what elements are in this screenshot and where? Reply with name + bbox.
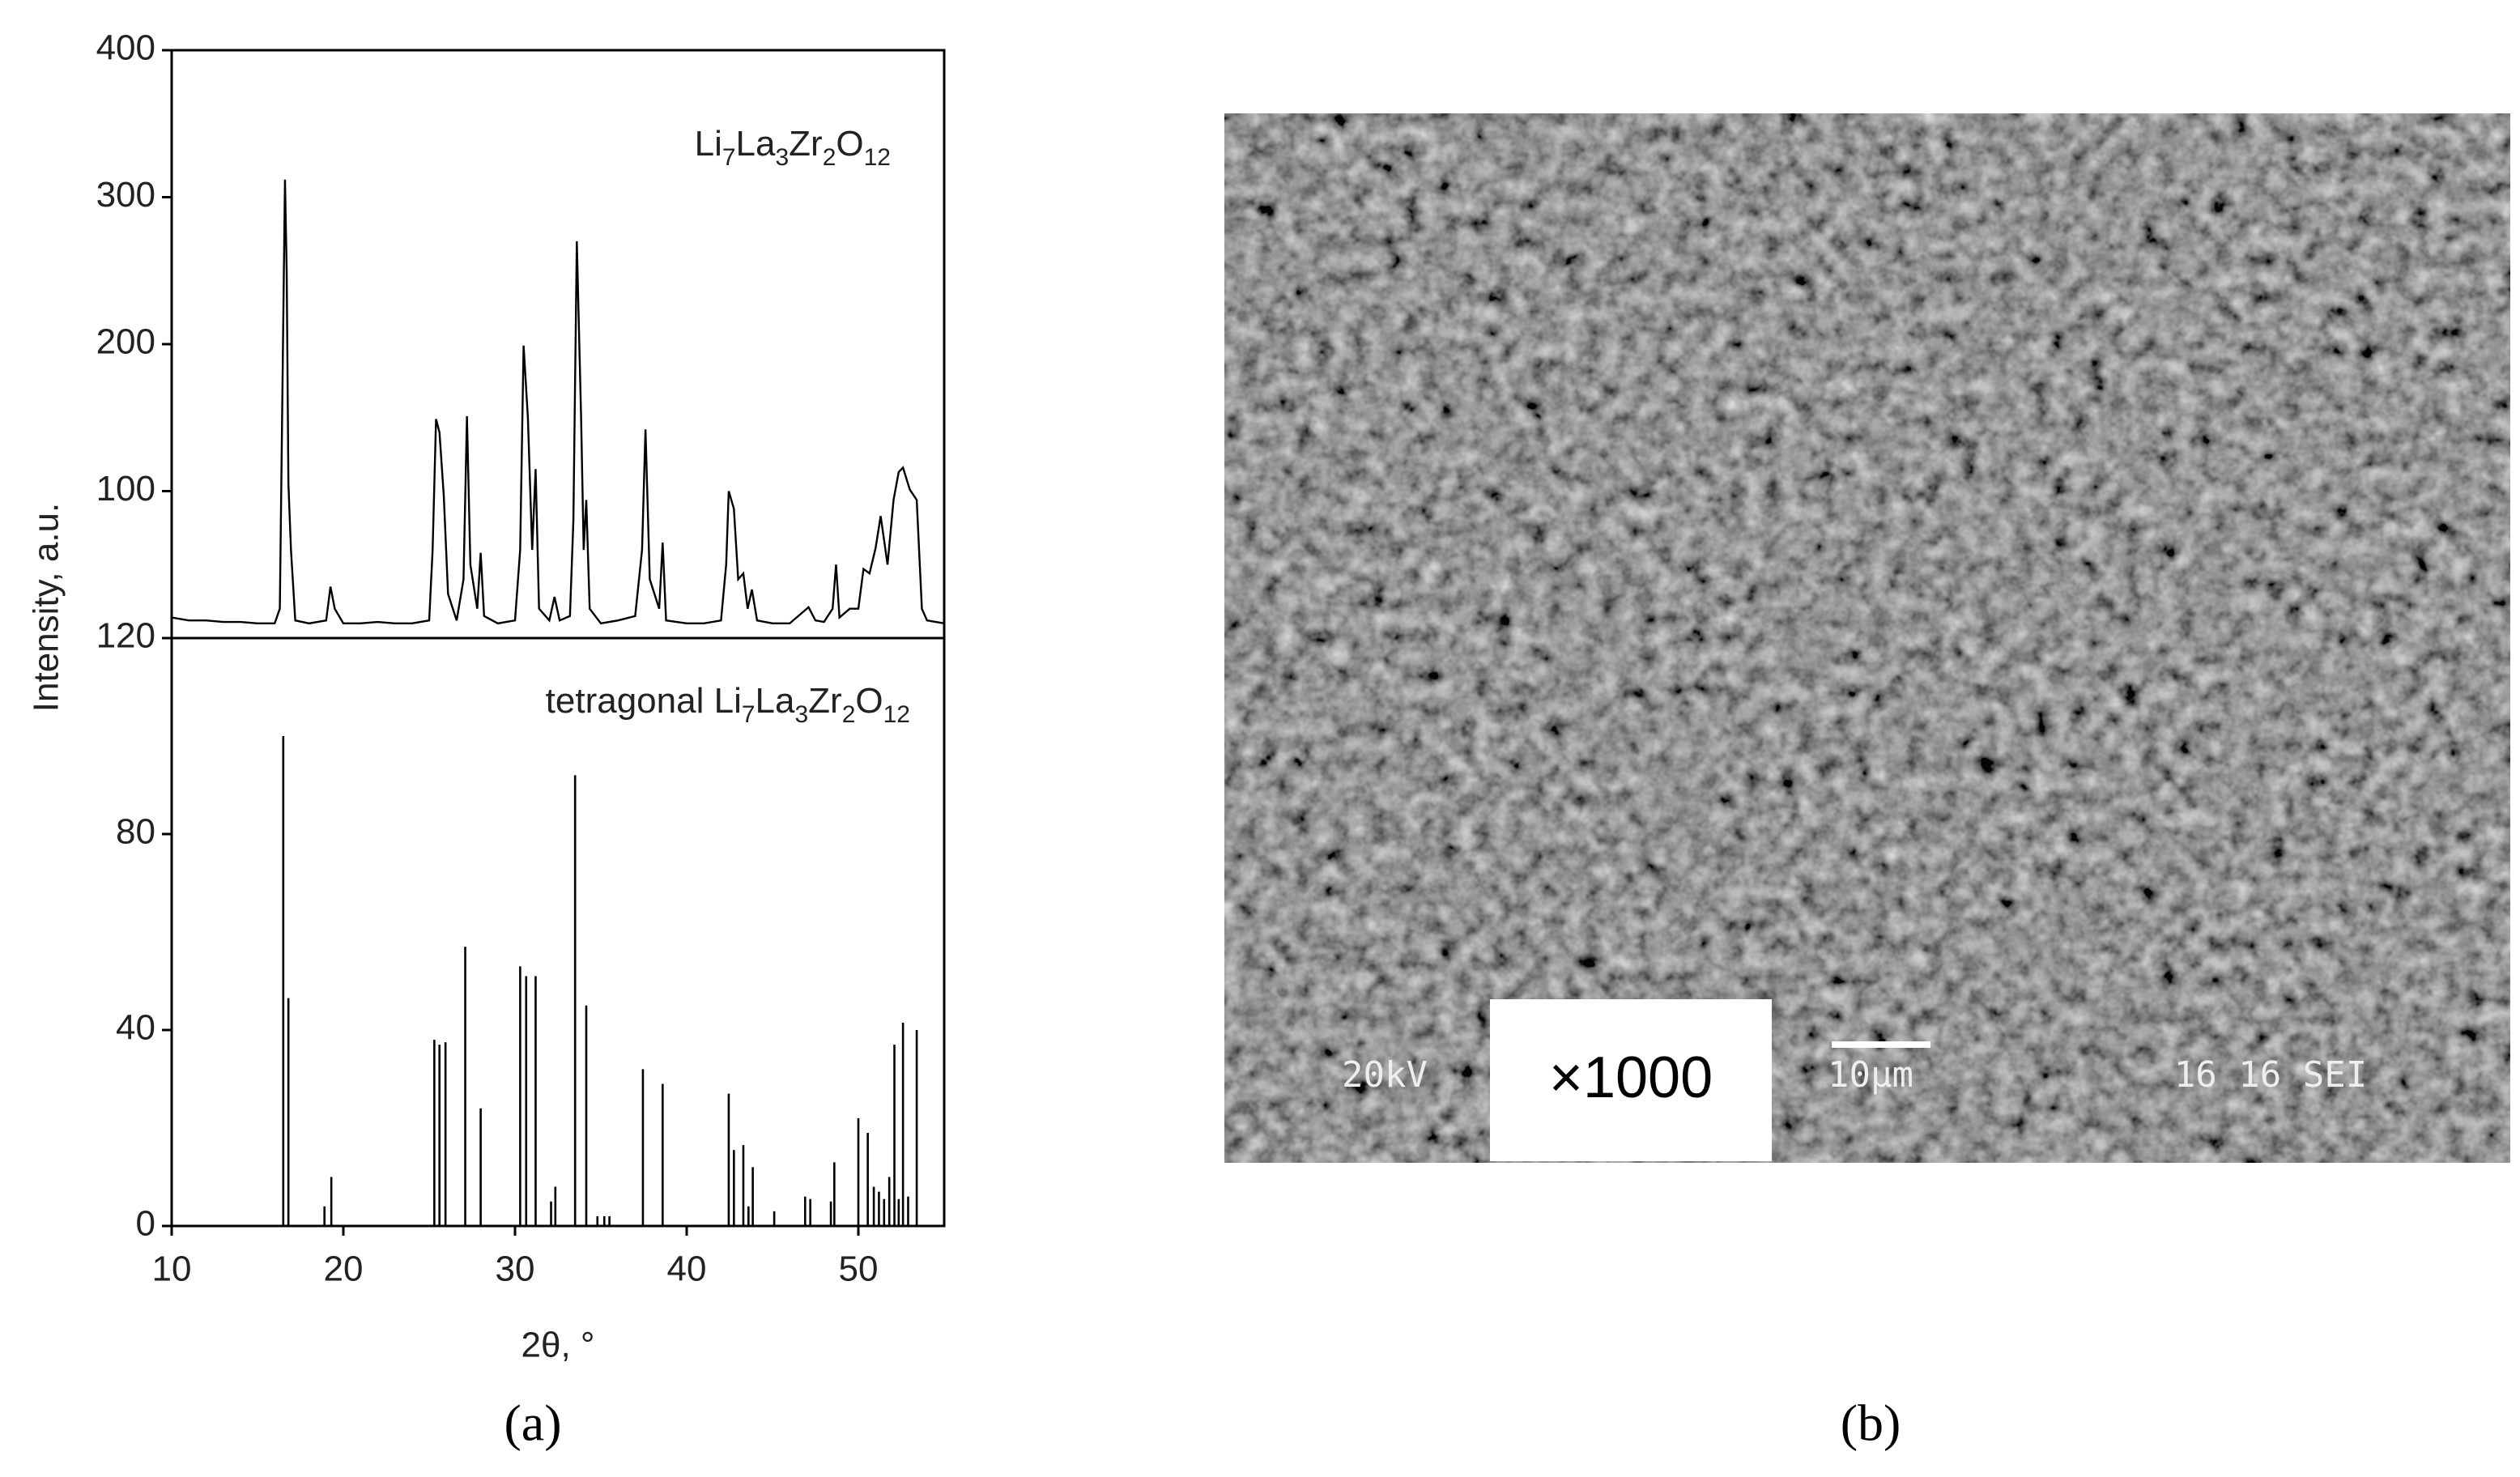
annotation: Li7La3Zr2O12 [695,124,891,172]
y-tick-label: 0 [136,1204,155,1244]
sem-texture [1224,113,2510,1163]
y-tick-label: 40 [116,1008,155,1048]
magnification-box [1490,999,1772,1161]
y-tick-label: 100 [96,469,155,509]
y-tick-label: 300 [96,175,155,215]
xrd-pattern [171,179,945,625]
sem-image: 20kV ×1000 10μm 16 16 SEI [1224,113,2510,1163]
x-tick-label: 50 [839,1249,879,1289]
y-tick-label: 200 [96,322,155,362]
x-tick-label: 30 [496,1249,535,1289]
x-tick-label: 40 [667,1249,707,1289]
x-tick-label: 20 [324,1249,364,1289]
y-tick-label: 120 [96,616,155,656]
y-tick-label: 80 [116,812,155,852]
sem-scale-label: 10μm [1828,1054,1913,1096]
sem-voltage: 20kV [1342,1054,1428,1096]
x-axis-label: 2θ, ° [521,1326,595,1365]
caption: (b) [1841,1394,1901,1452]
caption: (a) [504,1394,561,1452]
plot-frame [170,636,946,1228]
sem-magnification: ×1000 [1549,1045,1713,1110]
sem-info: 16 16 SEI [2174,1054,2367,1096]
x-tick-label: 10 [152,1249,192,1289]
y-axis-label: Intensity, a.u. [27,503,66,712]
annotation: tetragonal Li7La3Zr2O12 [546,681,910,729]
y-tick-label: 400 [96,28,155,68]
